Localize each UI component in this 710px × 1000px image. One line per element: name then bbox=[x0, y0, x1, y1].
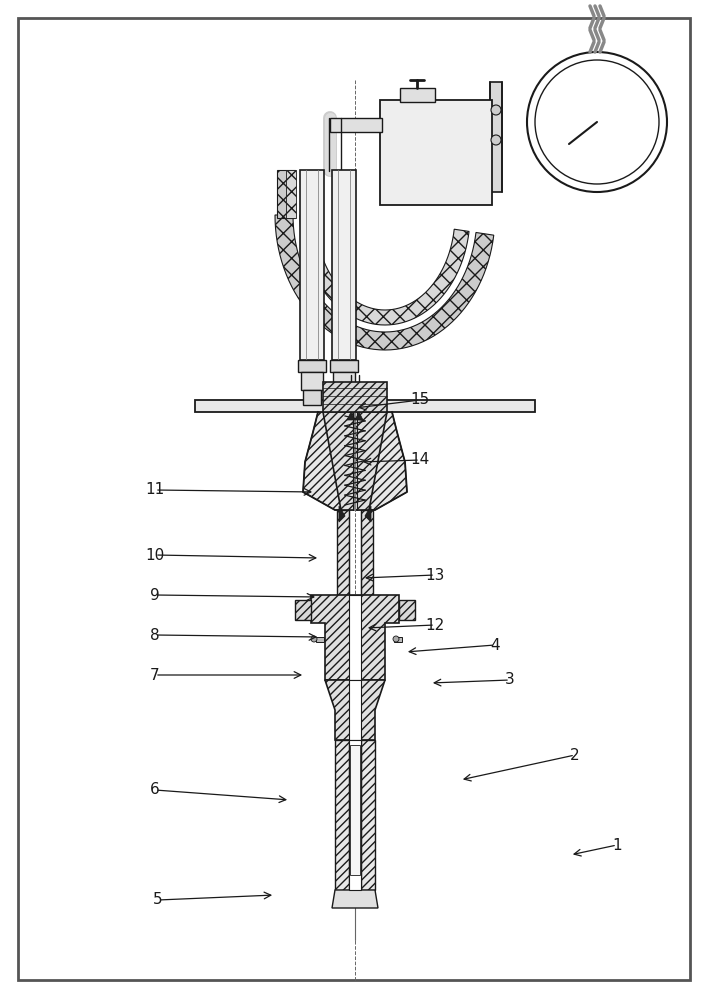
Bar bbox=[335, 740, 349, 890]
Text: 14: 14 bbox=[410, 452, 430, 468]
Bar bbox=[349, 680, 361, 740]
Bar bbox=[350, 745, 360, 875]
Bar bbox=[295, 600, 311, 620]
Circle shape bbox=[393, 636, 399, 642]
Bar bbox=[333, 372, 355, 390]
Text: 10: 10 bbox=[146, 548, 165, 562]
Bar bbox=[277, 170, 295, 218]
Text: 4: 4 bbox=[490, 638, 500, 652]
Polygon shape bbox=[337, 510, 349, 595]
Circle shape bbox=[535, 60, 659, 184]
Polygon shape bbox=[275, 215, 493, 350]
Text: 12: 12 bbox=[425, 617, 444, 633]
Polygon shape bbox=[355, 412, 363, 420]
Text: 8: 8 bbox=[151, 628, 160, 643]
Bar bbox=[349, 595, 361, 680]
Bar bbox=[400, 88, 435, 102]
Polygon shape bbox=[361, 510, 373, 595]
Polygon shape bbox=[332, 890, 378, 908]
Text: 13: 13 bbox=[425, 568, 444, 582]
Bar bbox=[335, 390, 353, 405]
Polygon shape bbox=[303, 412, 407, 510]
Bar bbox=[330, 360, 358, 372]
Bar bbox=[332, 170, 356, 360]
Polygon shape bbox=[325, 680, 385, 740]
Bar bbox=[298, 360, 326, 372]
Text: 7: 7 bbox=[151, 668, 160, 682]
Circle shape bbox=[491, 135, 501, 145]
Polygon shape bbox=[365, 506, 371, 522]
Polygon shape bbox=[323, 412, 387, 510]
Polygon shape bbox=[347, 412, 355, 420]
Bar bbox=[349, 740, 361, 890]
Bar bbox=[195, 400, 535, 412]
Bar bbox=[399, 600, 415, 620]
Polygon shape bbox=[339, 506, 345, 522]
Text: 11: 11 bbox=[146, 483, 165, 497]
Text: 15: 15 bbox=[410, 392, 430, 408]
Bar bbox=[394, 637, 402, 642]
Bar bbox=[303, 390, 321, 405]
Text: 1: 1 bbox=[612, 838, 622, 852]
Circle shape bbox=[527, 52, 667, 192]
Bar bbox=[323, 382, 387, 412]
Circle shape bbox=[491, 105, 501, 115]
Polygon shape bbox=[300, 215, 469, 325]
Bar bbox=[361, 740, 375, 890]
Bar bbox=[300, 170, 324, 360]
Text: 6: 6 bbox=[150, 782, 160, 798]
Text: 3: 3 bbox=[505, 672, 515, 688]
Text: 9: 9 bbox=[150, 587, 160, 602]
Bar bbox=[286, 170, 296, 218]
Bar bbox=[330, 118, 382, 132]
Circle shape bbox=[311, 636, 317, 642]
Polygon shape bbox=[311, 595, 399, 680]
Text: 2: 2 bbox=[570, 748, 580, 762]
Text: 5: 5 bbox=[153, 892, 163, 908]
Bar bbox=[301, 372, 323, 390]
Bar bbox=[380, 100, 492, 205]
Bar bbox=[490, 82, 502, 192]
Bar bbox=[316, 637, 324, 642]
